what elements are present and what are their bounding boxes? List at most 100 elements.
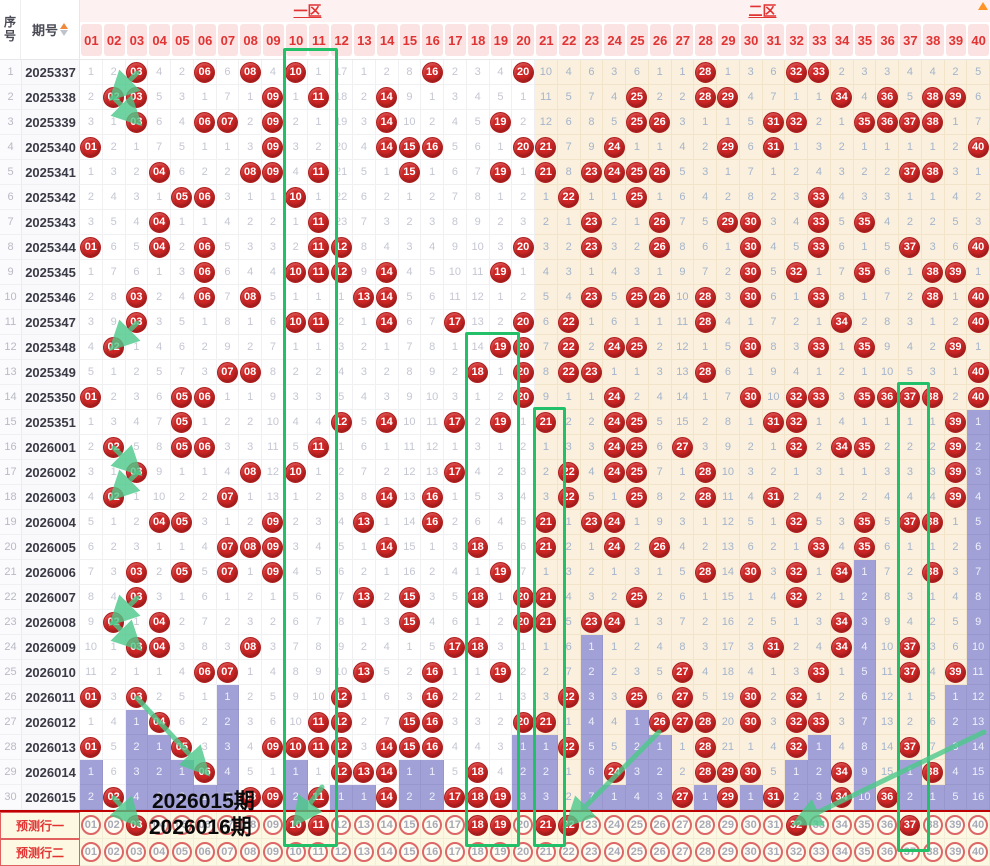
miss-count-cell: 10: [80, 635, 103, 660]
miss-count-cell: 2: [876, 160, 899, 185]
miss-count-cell: 4: [580, 460, 604, 485]
column-header-29[interactable]: 29: [718, 24, 739, 56]
column-header-03[interactable]: 03: [126, 24, 148, 56]
sort-down-icon[interactable]: [60, 30, 68, 36]
miss-count-cell: 4: [262, 660, 285, 685]
row-period: 2025349: [22, 360, 80, 385]
miss-count-cell: 1: [193, 410, 217, 435]
prediction-number: 08: [240, 815, 261, 835]
column-header-39[interactable]: 39: [945, 24, 967, 56]
column-header-09[interactable]: 09: [263, 24, 284, 56]
column-header-34[interactable]: 34: [831, 24, 853, 56]
column-header-01[interactable]: 01: [81, 24, 102, 56]
miss-count-cell: 2: [80, 185, 103, 210]
miss-count-cell: 3: [694, 635, 717, 660]
column-header-04[interactable]: 04: [149, 24, 170, 56]
column-header-15[interactable]: 15: [399, 24, 421, 56]
miss-count-cell: 2: [671, 485, 695, 510]
omission-streak-cell: 13: [967, 710, 990, 735]
column-header-37[interactable]: 37: [900, 24, 921, 56]
miss-count-cell: 6: [216, 60, 240, 85]
column-header-11[interactable]: 11: [308, 24, 330, 56]
column-header-19[interactable]: 19: [490, 24, 512, 56]
drawn-ball: 09: [262, 111, 284, 133]
drawn-ball: 04: [148, 211, 170, 233]
column-header-28[interactable]: 28: [695, 24, 716, 56]
column-header-22[interactable]: 22: [558, 24, 580, 56]
drawn-ball: 11: [307, 211, 329, 233]
drawn-ball: 39: [944, 486, 966, 508]
prediction-number: 14: [376, 815, 397, 835]
column-header-02[interactable]: 02: [103, 24, 125, 56]
prediction-cell: 01: [80, 839, 103, 866]
miss-count-cell: 3: [830, 385, 854, 410]
miss-count-cell: 1: [967, 260, 990, 285]
prediction-cell: 27: [671, 812, 695, 839]
column-header-13[interactable]: 13: [354, 24, 375, 56]
column-header-10[interactable]: 10: [285, 24, 307, 56]
column-header-08[interactable]: 08: [240, 24, 261, 56]
miss-count-cell: 3: [489, 235, 513, 260]
miss-count-cell: 7: [193, 610, 217, 635]
column-header-21[interactable]: 21: [536, 24, 557, 56]
column-header-16[interactable]: 16: [422, 24, 443, 56]
omission-streak-cell: 2: [899, 785, 922, 810]
cell: 16: [421, 660, 444, 685]
miss-count-cell: 7: [648, 460, 672, 485]
column-header-27[interactable]: 27: [672, 24, 694, 56]
column-header-18[interactable]: 18: [467, 24, 489, 56]
prediction-cell: 11: [307, 812, 331, 839]
column-header-32[interactable]: 32: [786, 24, 807, 56]
column-header-05[interactable]: 05: [172, 24, 193, 56]
row-period: 2026007: [22, 585, 80, 610]
column-header-35[interactable]: 35: [854, 24, 876, 56]
column-header-23[interactable]: 23: [581, 24, 603, 56]
cell: 37: [899, 160, 922, 185]
miss-count-cell: 4: [421, 610, 444, 635]
column-header-25[interactable]: 25: [627, 24, 648, 56]
miss-count-cell: 1: [489, 685, 513, 710]
prediction-cell: 05: [171, 839, 194, 866]
column-header-24[interactable]: 24: [604, 24, 625, 56]
row-seq: 20: [0, 535, 22, 560]
cell: 21: [535, 610, 558, 635]
drawn-ball: 24: [603, 136, 625, 158]
drawn-ball: 28: [694, 711, 716, 733]
column-header-20[interactable]: 20: [513, 24, 534, 56]
cell: 37: [899, 660, 922, 685]
column-header-14[interactable]: 14: [376, 24, 398, 56]
miss-count-cell: 2: [626, 235, 649, 260]
column-header-12[interactable]: 12: [331, 24, 352, 56]
column-header-40[interactable]: 40: [968, 24, 989, 56]
column-header-31[interactable]: 31: [763, 24, 785, 56]
drawn-ball: 32: [785, 736, 807, 758]
miss-count-cell: 10: [148, 485, 171, 510]
scroll-top-icon[interactable]: [978, 2, 988, 10]
column-header-26[interactable]: 26: [649, 24, 671, 56]
cell: 19: [489, 560, 513, 585]
drawn-ball: 33: [808, 186, 830, 208]
column-header-07[interactable]: 07: [217, 24, 239, 56]
miss-count-cell: 2: [466, 685, 490, 710]
miss-count-cell: 3: [375, 385, 399, 410]
cell: 14: [375, 85, 399, 110]
miss-count-cell: 9: [398, 385, 422, 410]
omission-streak-cell: 2: [853, 585, 877, 610]
cell: 25: [626, 460, 649, 485]
cell: 08: [239, 285, 262, 310]
cell: 06: [193, 235, 217, 260]
sort-up-icon[interactable]: [60, 23, 68, 29]
period-sorter[interactable]: [60, 23, 68, 36]
column-header-06[interactable]: 06: [194, 24, 216, 56]
column-header-17[interactable]: 17: [445, 24, 466, 56]
column-header-36[interactable]: 36: [877, 24, 898, 56]
column-header-33[interactable]: 33: [809, 24, 830, 56]
drawn-ball: 28: [694, 61, 716, 83]
miss-count-cell: 2: [580, 560, 604, 585]
column-header-30[interactable]: 30: [740, 24, 762, 56]
miss-count-cell: 2: [284, 510, 308, 535]
column-header-38[interactable]: 38: [922, 24, 944, 56]
miss-count-cell: 2: [557, 785, 581, 810]
cell: 23: [580, 235, 604, 260]
drawn-ball: 05: [171, 511, 193, 533]
